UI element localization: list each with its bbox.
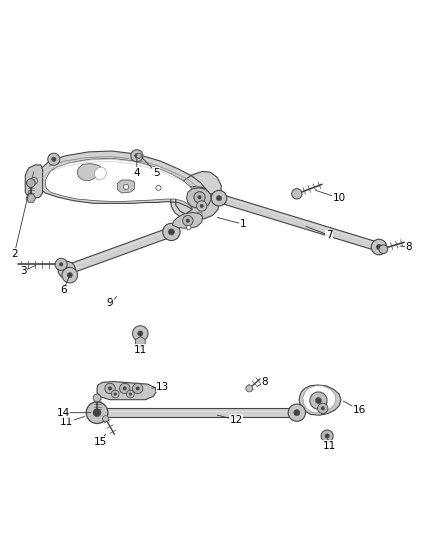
Polygon shape [45, 158, 197, 208]
Circle shape [105, 383, 115, 394]
Circle shape [198, 196, 201, 199]
Circle shape [216, 196, 222, 201]
Circle shape [133, 383, 143, 394]
Circle shape [62, 268, 78, 283]
Text: 11: 11 [323, 441, 336, 451]
Text: 3: 3 [20, 266, 27, 276]
Circle shape [136, 153, 141, 158]
Polygon shape [38, 151, 221, 219]
Circle shape [294, 410, 300, 416]
Circle shape [376, 245, 381, 249]
Circle shape [136, 387, 139, 390]
Circle shape [197, 201, 207, 211]
Circle shape [93, 409, 101, 417]
Polygon shape [117, 180, 134, 193]
Text: 11: 11 [60, 417, 74, 427]
Circle shape [124, 184, 129, 190]
Text: 10: 10 [332, 193, 346, 203]
Circle shape [127, 390, 134, 398]
Circle shape [138, 331, 143, 336]
Circle shape [288, 404, 305, 421]
Polygon shape [97, 408, 297, 417]
Circle shape [86, 402, 108, 424]
Circle shape [211, 190, 227, 206]
Text: 12: 12 [230, 415, 243, 425]
Polygon shape [172, 213, 202, 229]
Circle shape [318, 403, 328, 414]
Text: 15: 15 [93, 437, 107, 447]
Circle shape [197, 212, 202, 217]
Circle shape [131, 150, 143, 162]
Polygon shape [187, 188, 211, 208]
Circle shape [133, 326, 148, 341]
Circle shape [55, 259, 67, 270]
Circle shape [111, 390, 119, 398]
Text: 8: 8 [405, 242, 412, 252]
Polygon shape [299, 385, 341, 415]
Circle shape [315, 398, 321, 403]
Polygon shape [218, 194, 380, 251]
Circle shape [129, 393, 132, 395]
Circle shape [163, 223, 180, 240]
Polygon shape [25, 165, 42, 198]
Circle shape [58, 261, 75, 279]
Polygon shape [77, 164, 101, 181]
Circle shape [325, 434, 329, 438]
Circle shape [379, 245, 388, 254]
Text: 1: 1 [240, 219, 246, 229]
Circle shape [31, 177, 37, 184]
Circle shape [321, 430, 333, 442]
Circle shape [200, 204, 203, 208]
Polygon shape [303, 386, 336, 413]
Text: 9: 9 [107, 298, 113, 308]
Circle shape [114, 393, 117, 395]
Text: 7: 7 [326, 230, 332, 240]
Text: 14: 14 [57, 408, 70, 418]
Circle shape [108, 387, 112, 390]
Text: 11: 11 [134, 344, 147, 354]
Circle shape [310, 392, 327, 409]
Circle shape [292, 189, 302, 199]
Text: 13: 13 [156, 382, 170, 392]
Text: 5: 5 [153, 168, 159, 177]
Circle shape [187, 225, 191, 230]
Text: 2: 2 [11, 248, 18, 259]
Polygon shape [97, 382, 156, 400]
Circle shape [60, 263, 63, 266]
Circle shape [120, 383, 130, 394]
Circle shape [168, 229, 174, 235]
Circle shape [186, 219, 190, 222]
Circle shape [64, 267, 70, 273]
Circle shape [52, 157, 56, 161]
Circle shape [371, 239, 387, 255]
Polygon shape [184, 192, 219, 219]
Text: 8: 8 [261, 377, 268, 387]
Circle shape [194, 192, 205, 203]
Circle shape [27, 179, 35, 188]
Circle shape [134, 154, 139, 158]
Circle shape [123, 387, 127, 390]
Polygon shape [65, 228, 173, 274]
Circle shape [156, 185, 161, 190]
Circle shape [183, 215, 193, 226]
Circle shape [102, 416, 109, 422]
Circle shape [246, 385, 253, 392]
Circle shape [321, 407, 325, 410]
Text: 16: 16 [353, 405, 366, 415]
Circle shape [32, 180, 35, 182]
Circle shape [93, 394, 101, 402]
Polygon shape [95, 167, 106, 180]
Circle shape [67, 272, 72, 278]
Circle shape [48, 153, 60, 165]
Text: 4: 4 [134, 168, 140, 177]
Text: 6: 6 [60, 285, 67, 295]
